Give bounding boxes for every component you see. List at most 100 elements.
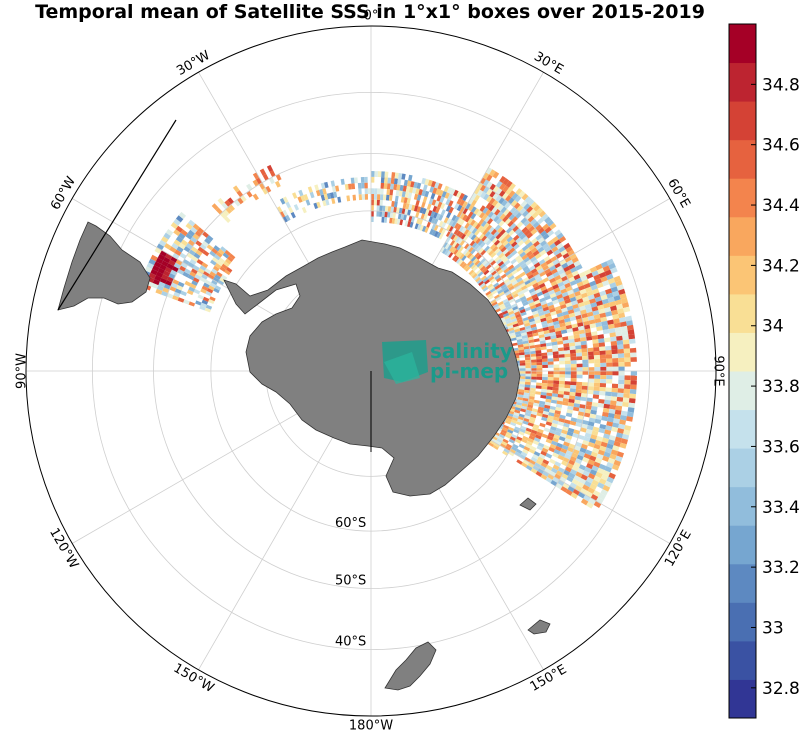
sss-cell xyxy=(552,317,559,323)
sss-cell xyxy=(572,327,579,332)
sss-cell xyxy=(462,249,469,256)
sss-cell xyxy=(559,322,566,328)
sss-cell xyxy=(314,184,320,191)
sss-cell xyxy=(221,263,228,270)
sss-cell xyxy=(616,303,624,310)
sss-cell xyxy=(607,412,615,419)
sss-cell xyxy=(448,226,454,233)
sss-cell xyxy=(482,286,489,292)
sss-cell xyxy=(498,244,505,251)
sss-cell xyxy=(551,440,558,446)
sss-cell xyxy=(589,266,598,273)
sss-cell xyxy=(601,415,608,422)
sss-cell xyxy=(509,277,517,284)
sss-cell xyxy=(197,246,205,253)
sss-cell xyxy=(504,218,512,225)
sss-cell xyxy=(206,234,214,242)
sss-cell xyxy=(606,421,614,427)
sss-cell xyxy=(612,422,620,429)
sss-cell xyxy=(576,281,584,288)
sss-cell xyxy=(533,399,540,404)
sss-cell xyxy=(538,453,546,460)
sss-cell xyxy=(227,197,235,205)
sss-cell xyxy=(426,221,431,228)
sss-cell xyxy=(527,273,535,280)
sss-cell xyxy=(409,221,414,228)
sss-cell xyxy=(537,279,544,286)
sss-cell xyxy=(435,188,441,196)
sss-cell xyxy=(616,432,624,439)
sss-cell xyxy=(199,276,207,283)
sss-cell xyxy=(540,391,547,396)
sss-cell xyxy=(536,356,542,360)
sss-cell xyxy=(603,451,611,458)
sss-cell xyxy=(537,268,545,274)
sss-cell xyxy=(172,279,180,285)
meridian-label: 90°W xyxy=(15,353,30,389)
sss-cell xyxy=(581,423,588,429)
sss-cell xyxy=(511,192,519,200)
sss-cell xyxy=(580,336,587,342)
sss-cell xyxy=(544,401,551,406)
sss-cell xyxy=(525,373,532,377)
sss-cell xyxy=(621,433,630,440)
sss-cell xyxy=(407,221,411,228)
sss-cell xyxy=(195,240,203,247)
sss-cell xyxy=(262,187,269,195)
sss-cell xyxy=(507,412,514,418)
colorbar-bin xyxy=(729,640,756,680)
sss-cell xyxy=(599,445,607,452)
sss-cell xyxy=(605,311,613,317)
sss-cell xyxy=(527,404,534,409)
sss-cell xyxy=(424,178,430,186)
sss-cell xyxy=(612,445,620,452)
sss-cell xyxy=(381,171,385,178)
sss-cell xyxy=(546,286,554,293)
sss-cell xyxy=(469,240,476,247)
sss-cell xyxy=(545,271,553,278)
sss-cell xyxy=(556,265,564,272)
sss-cell xyxy=(400,213,405,220)
sss-cell xyxy=(170,269,178,276)
sss-cell xyxy=(186,289,194,296)
sss-cell xyxy=(582,320,590,326)
sss-cell xyxy=(516,336,523,341)
sss-cell xyxy=(577,491,586,499)
sss-cell xyxy=(538,282,546,289)
sss-cell xyxy=(509,332,516,337)
sss-cell xyxy=(192,233,200,241)
sss-cell xyxy=(553,357,560,362)
sss-cell xyxy=(546,249,554,256)
sss-cell xyxy=(201,299,209,305)
sss-cell xyxy=(480,275,487,281)
sss-cell xyxy=(580,340,587,346)
sss-cell xyxy=(530,323,537,329)
sss-cell xyxy=(530,359,537,363)
sss-cell xyxy=(600,366,607,371)
sss-cell xyxy=(555,252,563,259)
sss-cell xyxy=(473,235,479,243)
sss-cell xyxy=(581,348,588,353)
sss-cell xyxy=(618,379,625,385)
sss-cell xyxy=(558,451,566,458)
sss-cell xyxy=(511,303,518,309)
sss-cell xyxy=(586,462,594,470)
sss-cell xyxy=(500,206,508,214)
sss-cell xyxy=(156,243,165,251)
sss-cell xyxy=(417,224,422,231)
sss-cell xyxy=(555,427,563,433)
sss-cell xyxy=(516,257,524,264)
sss-cell xyxy=(579,404,586,409)
sss-cell xyxy=(486,195,493,203)
sss-cell xyxy=(566,273,574,280)
sss-cell xyxy=(587,386,594,391)
sss-cell xyxy=(413,205,419,212)
sss-cell xyxy=(563,422,570,428)
sss-cell xyxy=(430,180,437,188)
sss-cell xyxy=(211,279,218,286)
sss-cell xyxy=(410,216,416,223)
sss-cell xyxy=(376,194,381,200)
sss-cell xyxy=(604,466,612,473)
sss-cell xyxy=(194,230,202,238)
sss-cell xyxy=(598,492,606,500)
